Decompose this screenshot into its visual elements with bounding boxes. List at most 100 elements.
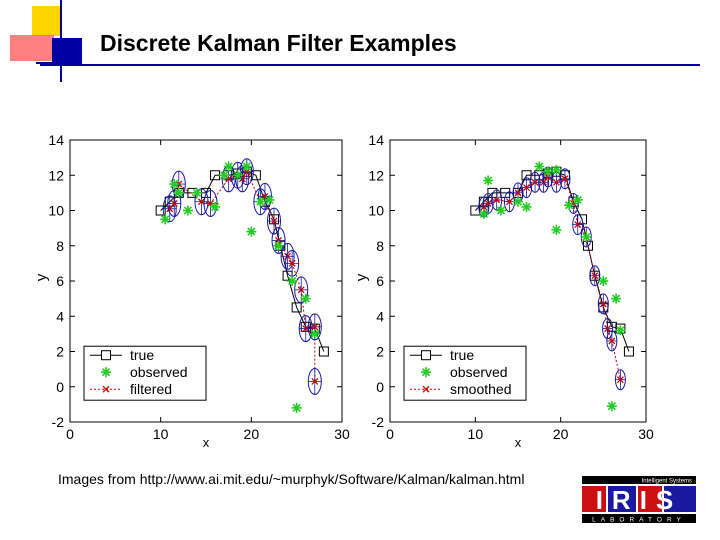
observed-star-stroke: [192, 188, 202, 197]
legend-observed-star: [101, 367, 111, 378]
estimate-point-cross: [484, 199, 492, 207]
estimate-cross-stroke: [608, 337, 616, 345]
estimate-point-cross: [552, 178, 560, 186]
observed-star-stroke: [522, 202, 531, 212]
estimate-cross-stroke: [552, 178, 560, 186]
observed-point-star: [521, 201, 532, 212]
estimate-cross-stroke: [270, 217, 278, 225]
y-tick-label: 6: [376, 273, 384, 289]
true-point-square: [470, 205, 481, 216]
legend-estimate-cross: [422, 385, 430, 393]
estimate-cross-stroke: [297, 286, 305, 294]
legend-label-observed: observed: [450, 364, 508, 380]
y-tick-label: 4: [376, 308, 384, 324]
estimate-cross-stroke: [514, 189, 522, 197]
image-source-caption: Images from http://www.ai.mit.edu/~murph…: [58, 471, 525, 487]
x-tick-label: 20: [553, 426, 569, 442]
estimate-cross-stroke: [170, 199, 178, 207]
observed-point-star: [606, 401, 617, 412]
legend-label-estimate: filtered: [130, 381, 172, 397]
estimate-point-cross: [170, 199, 178, 207]
estimate-point-cross: [270, 217, 278, 225]
observed-star-stroke: [224, 162, 233, 171]
legend-label-true: true: [450, 347, 474, 363]
legend-true-square: [101, 350, 111, 361]
estimate-point-cross: [531, 178, 539, 186]
observed-point-star: [291, 402, 302, 413]
estimate-cross-stroke: [523, 184, 530, 192]
observed-star-stroke: [573, 195, 582, 205]
true-point-square: [318, 346, 329, 357]
observed-point-star: [551, 224, 562, 235]
observed-point-star: [581, 231, 592, 242]
estimate-point-cross: [275, 237, 282, 244]
accent-blue-block: [52, 38, 82, 64]
legend-label-true: true: [130, 347, 154, 363]
true-point-square: [250, 170, 261, 181]
observed-star-stroke: [292, 403, 301, 413]
observed-star-stroke: [301, 294, 310, 303]
estimate-point-cross: [284, 252, 292, 260]
y-tick-label: 10: [48, 203, 64, 219]
estimate-point-cross: [514, 189, 522, 197]
y-tick-label: 2: [56, 344, 64, 360]
estimate-point-cross: [302, 325, 310, 333]
estimate-cross-stroke: [544, 173, 552, 181]
estimate-cross-stroke: [599, 300, 607, 308]
observed-point-star: [534, 161, 545, 172]
x-tick-label: 30: [334, 426, 350, 442]
observed-star-stroke: [552, 225, 561, 234]
observed-star-stroke: [612, 294, 621, 303]
observed-point-star: [160, 214, 171, 225]
observed-star-stroke: [565, 201, 574, 210]
y-tick-label: 14: [368, 132, 384, 148]
observed-star-stroke: [274, 241, 283, 250]
estimate-cross-stroke: [225, 175, 233, 183]
observed-star-stroke: [310, 329, 319, 338]
observed-point-star: [564, 200, 575, 211]
observed-star-stroke: [242, 162, 251, 171]
estimate-cross-stroke: [604, 325, 612, 333]
observed-point-star: [513, 196, 523, 207]
accent-horizontal-line: [36, 62, 76, 64]
estimate-cross-stroke: [422, 385, 430, 393]
estimate-cross-stroke: [198, 198, 205, 206]
y-tick-label: 8: [56, 238, 64, 254]
accent-vertical-line: [60, 0, 62, 82]
observed-star-stroke: [220, 171, 229, 180]
y-tick-label: 0: [376, 379, 384, 395]
estimate-cross-stroke: [484, 199, 492, 207]
estimate-point-cross: [616, 376, 624, 384]
observed-point-star: [483, 175, 494, 186]
observed-point-star: [287, 276, 298, 286]
logo-text: IRIS: [596, 485, 683, 515]
estimate-point-cross: [574, 221, 582, 229]
estimate-point-cross: [604, 325, 612, 333]
observed-point-star: [572, 194, 583, 205]
y-tick-label: 12: [48, 167, 64, 183]
observed-star-stroke: [484, 176, 493, 185]
x-axis-label: x: [203, 435, 210, 448]
estimate-cross-stroke: [574, 221, 582, 229]
observed-point-star: [551, 164, 562, 175]
accent-yellow-block: [32, 6, 62, 36]
estimate-point-cross: [599, 300, 607, 308]
observed-point-star: [219, 170, 230, 181]
observed-star-stroke: [582, 232, 591, 242]
x-tick-label: 30: [638, 426, 654, 442]
estimate-point-cross: [544, 173, 552, 181]
accent-red-block: [10, 35, 54, 61]
logo-block-i2: [638, 486, 662, 512]
x-tick-label: 0: [386, 426, 394, 442]
observed-star-stroke: [256, 197, 265, 206]
logo-block-r: [608, 486, 636, 512]
observed-star-stroke: [543, 167, 552, 176]
kalman-figure: -2 0 2 4 6 8 10 12 14 0 10 20 30 x y true observed filter…: [28, 130, 660, 448]
estimate-point-cross: [311, 378, 319, 385]
observed-point-star: [241, 161, 252, 172]
estimate-point-cross: [493, 196, 501, 204]
y-tick-label: 2: [376, 344, 384, 360]
estimate-point-cross: [243, 168, 251, 176]
